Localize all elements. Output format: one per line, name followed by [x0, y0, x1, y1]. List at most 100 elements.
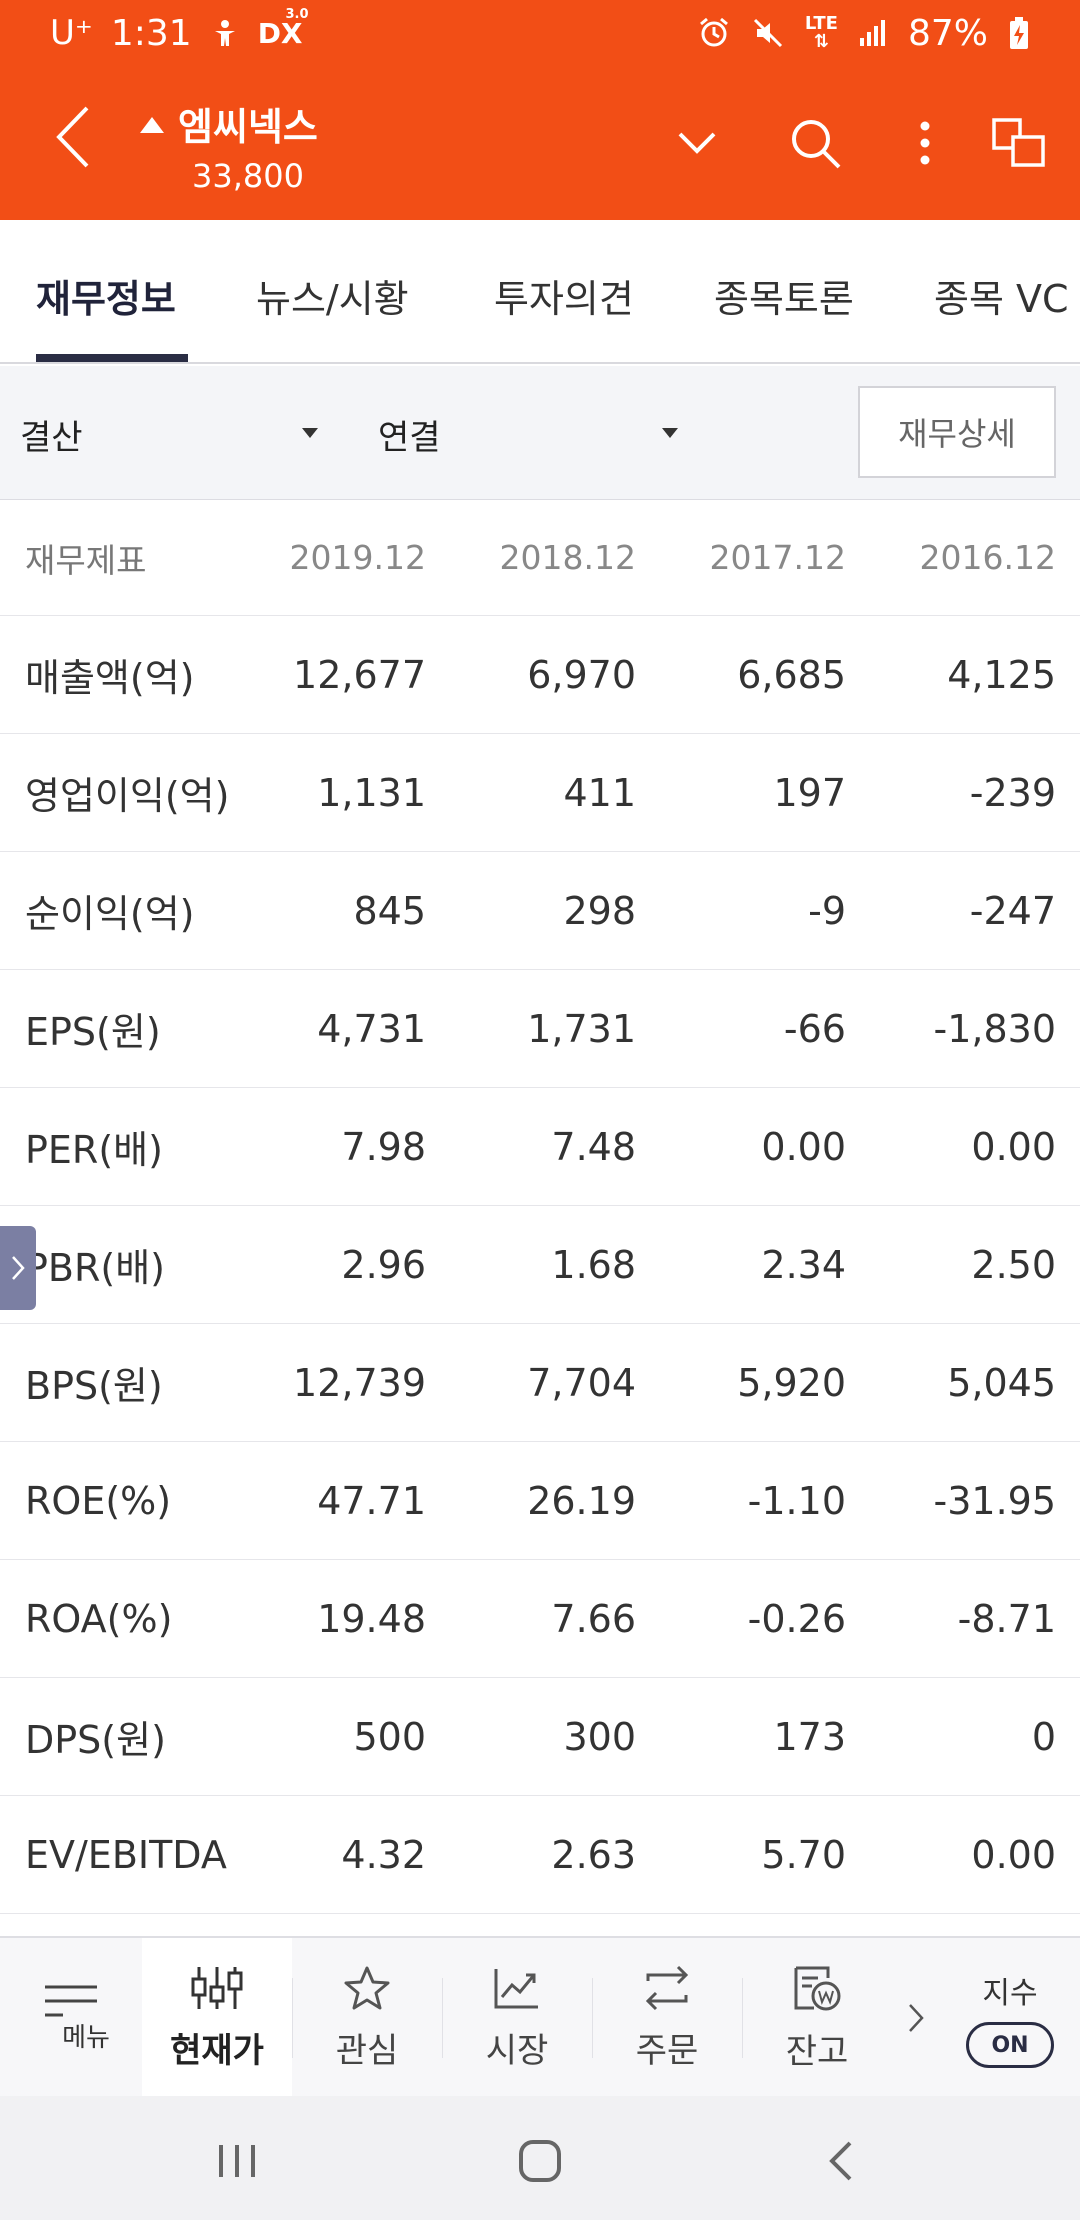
row-value: 0	[1031, 1714, 1056, 1759]
nav-label: 관심	[335, 2030, 399, 2071]
multi-window-button[interactable]	[986, 110, 1052, 176]
row-value: 2.34	[761, 1242, 846, 1287]
stock-price: 33,800	[192, 157, 304, 195]
hamburger-menu-icon	[45, 1985, 97, 2016]
row-value: 1.68	[551, 1242, 636, 1287]
row-value: -1,830	[933, 1006, 1057, 1051]
back-button[interactable]	[40, 104, 106, 170]
table-header-row: 재무제표 2019.12 2018.12 2017.12 2016.12	[0, 500, 1080, 616]
network-label: LTE	[804, 13, 838, 34]
chevron-down-icon	[678, 132, 716, 154]
row-label: 매출액(억)	[25, 656, 195, 700]
row-value: 7,704	[527, 1360, 636, 1405]
nav-label: 주문	[635, 2030, 699, 2071]
index-toggle-label: 지수	[982, 1976, 1038, 2011]
row-label: 영업이익(억)	[25, 774, 230, 818]
dex-label: DX	[257, 16, 303, 50]
tab-stock-discussion[interactable]: 종목토론	[714, 277, 854, 321]
more-options-button[interactable]	[892, 110, 958, 176]
nav-label: 시장	[485, 2030, 549, 2071]
tab-financial-info[interactable]: 재무정보	[36, 277, 176, 321]
nav-label: 잔고	[785, 2031, 849, 2072]
home-button[interactable]	[505, 2126, 575, 2196]
column-header-period: 2017.12	[709, 538, 846, 577]
mute-icon	[751, 16, 785, 50]
row-value: 4,731	[317, 1006, 426, 1051]
split-window-icon	[992, 118, 1045, 167]
tab-stock-vod[interactable]: 종목 VC	[934, 277, 1069, 321]
financial-detail-button[interactable]: 재무상세	[858, 386, 1056, 478]
nav-market[interactable]: 시장	[442, 1938, 592, 2098]
carrier-label: U⁺	[50, 13, 93, 53]
nav-scroll-right-button[interactable]	[892, 1938, 940, 2098]
nav-balance[interactable]: 잔고	[742, 1938, 892, 2098]
row-value: 5,920	[737, 1360, 846, 1405]
row-value: 12,739	[293, 1360, 426, 1405]
index-toggle[interactable]: 지수 ON	[940, 1938, 1080, 2098]
battery-percent: 87%	[907, 12, 988, 54]
alarm-icon	[697, 16, 731, 50]
consolidation-select-value: 연결	[378, 418, 441, 458]
financial-table: 재무제표 2019.12 2018.12 2017.12 2016.12 매출액…	[0, 500, 1080, 1914]
row-value: 2.50	[971, 1242, 1056, 1287]
recent-apps-button[interactable]	[202, 2126, 272, 2196]
row-label: PER(배)	[25, 1128, 163, 1172]
caret-down-icon	[662, 428, 678, 438]
candlestick-icon	[191, 1966, 243, 2009]
column-header-period: 2016.12	[919, 538, 1056, 577]
more-vertical-icon	[920, 121, 930, 165]
column-header-period: 2018.12	[499, 538, 636, 577]
side-panel-handle[interactable]	[0, 1226, 36, 1310]
signal-icon	[858, 18, 888, 48]
menu-button[interactable]: 메뉴	[0, 1938, 142, 2098]
row-label: EV/EBITDA	[25, 1832, 227, 1877]
home-icon	[519, 2140, 561, 2182]
system-back-button[interactable]	[806, 2126, 876, 2196]
nav-order[interactable]: 주문	[592, 1938, 742, 2098]
row-value: 0.00	[971, 1124, 1056, 1169]
row-value: -9	[808, 888, 846, 933]
tab-investment-opinion[interactable]: 투자의견	[494, 277, 634, 321]
table-body: 매출액(억) 12,677 6,970 6,685 4,125 영업이익(억) 1,131 4…	[0, 616, 1080, 1914]
price-up-icon	[140, 116, 164, 133]
nav-label: 현재가	[170, 2030, 264, 2071]
row-value: -239	[969, 770, 1056, 815]
stock-title[interactable]: 엠씨넥스 33,800	[140, 96, 318, 195]
row-value: 298	[563, 888, 636, 933]
row-value: 5.70	[761, 1832, 846, 1877]
table-row: ROE(%) 47.71 26.19 -1.10 -31.95	[0, 1442, 1080, 1560]
lte-icon: LTE ⇅	[805, 15, 838, 51]
accessibility-icon	[210, 18, 240, 48]
tab-bar: 재무정보 뉴스/시황 투자의견 종목토론 종목 VC	[0, 220, 1080, 364]
row-value: 173	[773, 1714, 846, 1759]
trend-chart-icon	[494, 1968, 538, 2008]
table-row: BPS(원) 12,739 7,704 5,920 5,045	[0, 1324, 1080, 1442]
battery-charging-icon	[1008, 16, 1030, 50]
row-value: 19.48	[317, 1596, 426, 1641]
row-value: -66	[783, 1006, 846, 1051]
row-label: ROA(%)	[25, 1596, 173, 1641]
row-value: -0.26	[747, 1596, 846, 1641]
stock-name: 엠씨넥스	[178, 105, 318, 149]
menu-label: 메뉴	[62, 2022, 110, 2053]
table-header-label: 재무제표	[25, 540, 147, 580]
nav-watchlist[interactable]: 관심	[292, 1938, 442, 2098]
search-button[interactable]	[782, 110, 848, 176]
tab-news[interactable]: 뉴스/시황	[256, 277, 409, 321]
row-label: 순이익(억)	[25, 892, 195, 936]
row-value: 300	[563, 1714, 636, 1759]
table-row: 영업이익(억) 1,131 411 197 -239	[0, 734, 1080, 852]
row-value: 4,125	[947, 652, 1056, 697]
back-arrow-icon	[829, 2141, 852, 2181]
table-row: EPS(원) 4,731 1,731 -66 -1,830	[0, 970, 1080, 1088]
period-select[interactable]: 결산	[0, 366, 340, 500]
row-value: 411	[563, 770, 636, 815]
row-value: 1,131	[317, 770, 426, 815]
row-value: 0.00	[761, 1124, 846, 1169]
nav-current-price[interactable]: 현재가	[142, 1938, 292, 2098]
row-value: 12,677	[293, 652, 426, 697]
stock-dropdown-button[interactable]	[664, 110, 730, 176]
row-label: EPS(원)	[25, 1010, 161, 1054]
consolidation-select[interactable]: 연결	[360, 366, 700, 500]
row-value: 845	[353, 888, 426, 933]
